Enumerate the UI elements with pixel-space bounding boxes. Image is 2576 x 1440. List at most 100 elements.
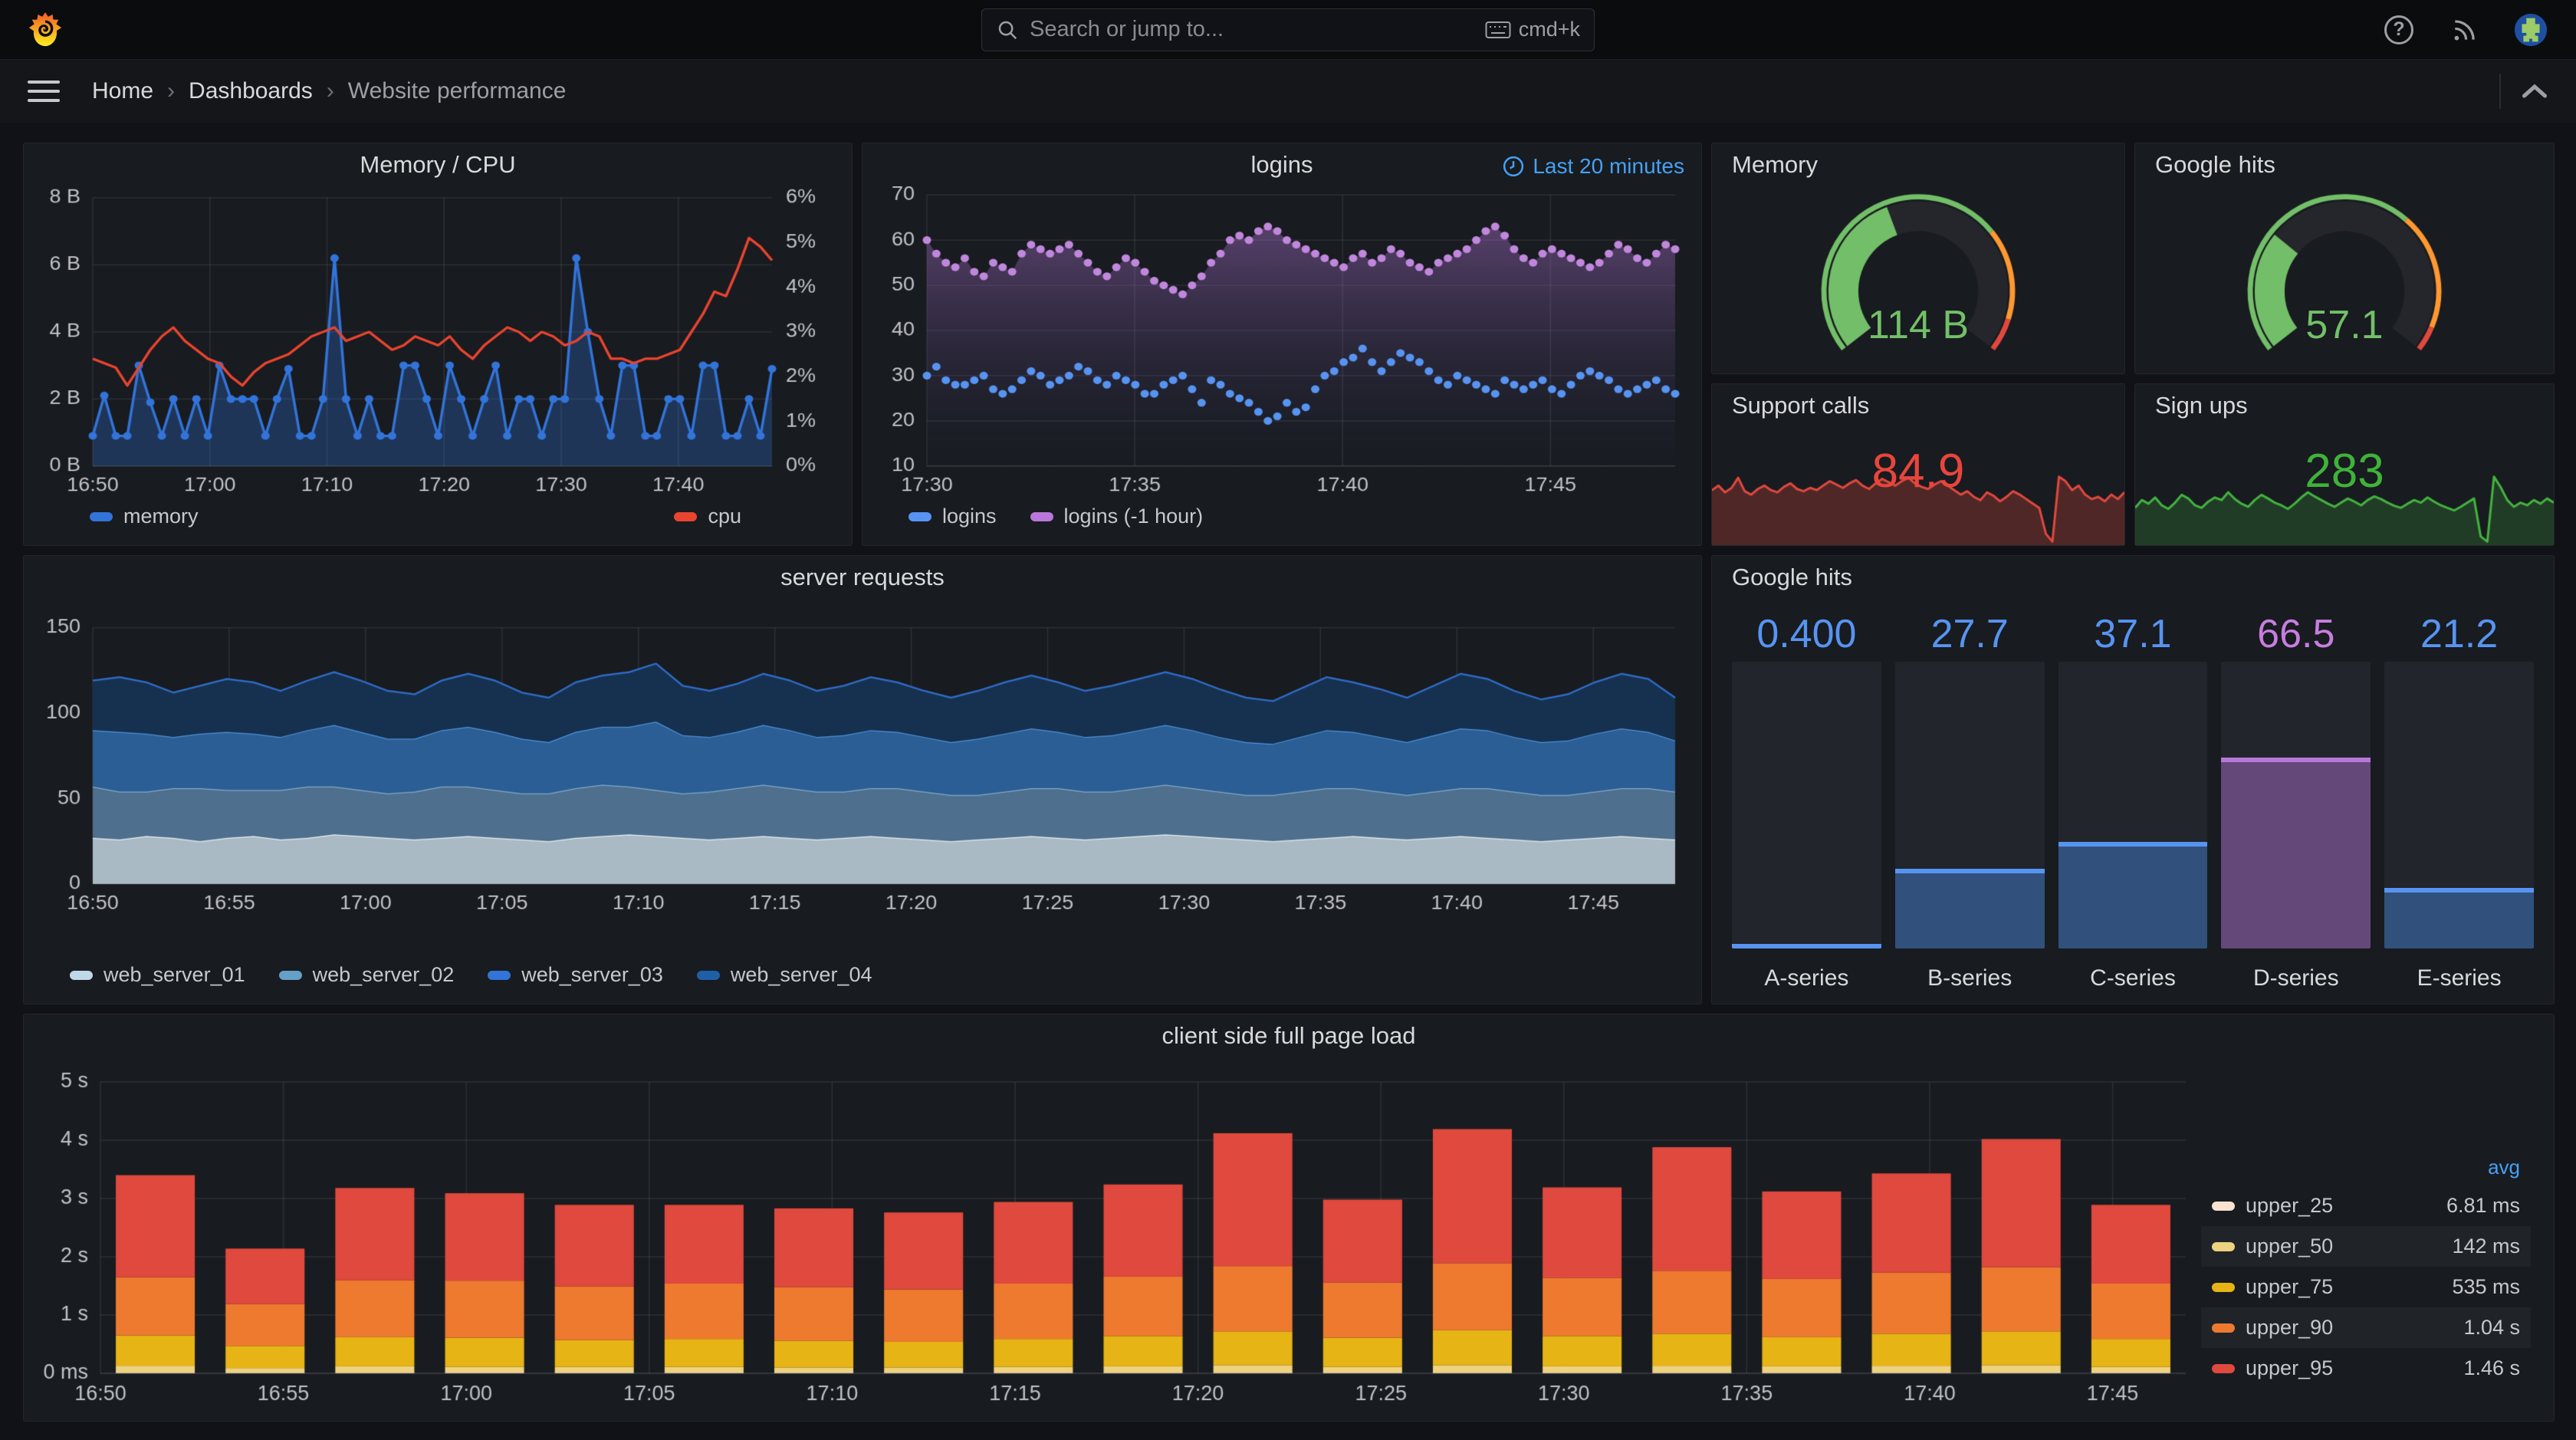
legend-row[interactable]: upper_75 535 ms: [2201, 1267, 2531, 1307]
search-input[interactable]: [1030, 17, 1474, 42]
bar-gauge-track: [2221, 662, 2371, 948]
legend-row[interactable]: upper_90 1.04 s: [2201, 1307, 2531, 1348]
legend-avg-header[interactable]: avg: [2488, 1156, 2520, 1179]
panel-memory-cpu: Memory / CPU memory cpu: [23, 143, 853, 546]
panel-title[interactable]: Memory: [1732, 151, 1818, 178]
panel-server-requests: server requests web_server_01 web_server_…: [23, 555, 1702, 1004]
legend-item[interactable]: memory: [90, 505, 199, 528]
panel-title[interactable]: Memory / CPU: [360, 151, 516, 178]
legend-item[interactable]: web_server_04: [696, 963, 872, 987]
panel-title[interactable]: Google hits: [1732, 564, 1852, 590]
breadcrumb-dashboards[interactable]: Dashboards: [189, 78, 313, 104]
legend-swatch-icon: [2212, 1282, 2235, 1292]
support-calls-sparkline[interactable]: [1712, 427, 2124, 545]
panel-support-calls: Support calls 84.9: [1711, 383, 2125, 546]
legend-item[interactable]: web_server_02: [278, 963, 454, 987]
bar-gauge-label: A-series: [1764, 965, 1849, 991]
time-range-label[interactable]: Last 20 minutes: [1502, 154, 1684, 179]
legend-item[interactable]: logins: [909, 505, 997, 528]
server-requests-legend: web_server_01 web_server_02 web_server_03 w…: [24, 963, 1701, 1004]
grafana-logo-icon[interactable]: [28, 11, 63, 49]
menu-icon[interactable]: [28, 81, 60, 102]
legend-swatch-icon: [2212, 1241, 2235, 1251]
panel-title[interactable]: server requests: [780, 564, 945, 590]
stat-value: 283: [2305, 444, 2384, 498]
legend-item[interactable]: web_server_03: [488, 963, 663, 987]
bar-gauge-track: [2058, 662, 2208, 948]
panel-title[interactable]: Google hits: [2155, 151, 2275, 178]
legend-swatch-icon: [278, 970, 302, 980]
legend-row[interactable]: upper_95 1.46 s: [2201, 1348, 2531, 1389]
legend-item[interactable]: logins (-1 hour): [1030, 505, 1204, 528]
legend-label: logins: [942, 505, 997, 528]
legend-label: logins (-1 hour): [1063, 505, 1204, 528]
google-hits-gauge[interactable]: [2135, 186, 2554, 373]
bar-gauge-column: 37.1 C-series: [2058, 611, 2208, 991]
legend-label: upper_95: [2246, 1356, 2334, 1379]
chevron-right-icon: ›: [326, 78, 334, 104]
bar-gauge-fill: [2221, 758, 2371, 948]
logins-legend: logins logins (-1 hour): [863, 505, 1701, 545]
bar-gauge-column: 0.400 A-series: [1732, 611, 1881, 991]
bar-gauge-fill: [1732, 944, 1881, 948]
breadcrumb: Home › Dashboards › Website performance: [92, 78, 566, 104]
search-icon: [998, 21, 1017, 39]
panel-title[interactable]: Sign ups: [2155, 392, 2248, 419]
legend-swatch-icon: [488, 970, 511, 980]
dashboard-grid: Memory / CPU memory cpu logins Last 20 mi…: [0, 123, 2576, 1440]
stat-value: 84.9: [1871, 444, 1965, 498]
panel-client-load: client side full page load avg upper_25 6…: [23, 1014, 2555, 1422]
client-load-legend: avg upper_25 6.81 ms upper_50 142 ms upper_7…: [2201, 1149, 2531, 1389]
legend-label: web_server_04: [730, 963, 872, 986]
panel-google-hits-gauge: Google hits 57.1: [2134, 143, 2555, 374]
memory-cpu-plot[interactable]: [24, 186, 852, 505]
avatar[interactable]: [2513, 12, 2548, 48]
client-load-plot[interactable]: [24, 1057, 2554, 1421]
logins-plot[interactable]: [863, 186, 1701, 505]
bar-gauge-track: [1894, 662, 2045, 948]
bar-gauge-column: 66.5 D-series: [2221, 611, 2371, 991]
chevron-right-icon: ›: [167, 78, 176, 104]
legend-label: memory: [123, 505, 199, 528]
top-navbar: cmd+k ?: [0, 0, 2576, 60]
legend-avg-value: 142 ms: [2452, 1235, 2520, 1258]
breadcrumb-home[interactable]: Home: [92, 78, 154, 104]
bar-gauge-value: 21.2: [2420, 612, 2499, 656]
legend-label: upper_90: [2246, 1316, 2334, 1339]
search-box[interactable]: cmd+k: [981, 8, 1595, 51]
sign-ups-sparkline[interactable]: [2135, 427, 2554, 545]
legend-item[interactable]: web_server_01: [70, 963, 245, 987]
keyboard-icon: [1485, 21, 1511, 38]
panel-google-hits-bars: Google hits 0.400 A-series 27.7 B-series 37.…: [1711, 555, 2555, 1004]
bar-gauge-value: 0.400: [1756, 612, 1857, 656]
legend-label: web_server_03: [521, 963, 663, 986]
news-icon[interactable]: [2447, 12, 2482, 48]
legend-row[interactable]: upper_50 142 ms: [2201, 1226, 2531, 1267]
legend-swatch-icon: [909, 511, 932, 521]
legend-swatch-icon: [2212, 1201, 2235, 1211]
panel-title[interactable]: client side full page load: [1162, 1022, 1416, 1049]
panel-memory-gauge: Memory 114 B: [1711, 143, 2125, 374]
legend-swatch-icon: [696, 970, 720, 980]
chevron-up-icon[interactable]: [2521, 82, 2548, 100]
legend-row[interactable]: upper_25 6.81 ms: [2201, 1185, 2531, 1226]
help-icon[interactable]: ?: [2381, 12, 2417, 48]
bar-gauge-label: C-series: [2090, 965, 2176, 991]
bar-gauge-label: E-series: [2417, 965, 2502, 991]
memory-gauge[interactable]: [1712, 186, 2124, 373]
legend-swatch-icon: [674, 511, 698, 521]
legend-swatch-icon: [2212, 1323, 2235, 1333]
panel-title[interactable]: Support calls: [1732, 392, 1870, 419]
server-requests-plot[interactable]: [24, 599, 1701, 963]
search-container: cmd+k: [981, 8, 1595, 51]
bar-gauge-track: [2384, 662, 2534, 948]
bar-gauge-label: D-series: [2252, 965, 2339, 991]
panel-title[interactable]: logins: [1250, 151, 1313, 178]
bar-gauge-value: 66.5: [2257, 612, 2335, 656]
breadcrumb-current: Website performance: [347, 78, 567, 104]
bar-gauge: 0.400 A-series 27.7 B-series 37.1 C-series 66.…: [1732, 611, 2534, 991]
bar-gauge-track: [1732, 662, 1881, 948]
legend-item[interactable]: cpu: [674, 505, 741, 528]
clock-icon: [1503, 156, 1524, 177]
legend-swatch-icon: [2212, 1363, 2235, 1373]
